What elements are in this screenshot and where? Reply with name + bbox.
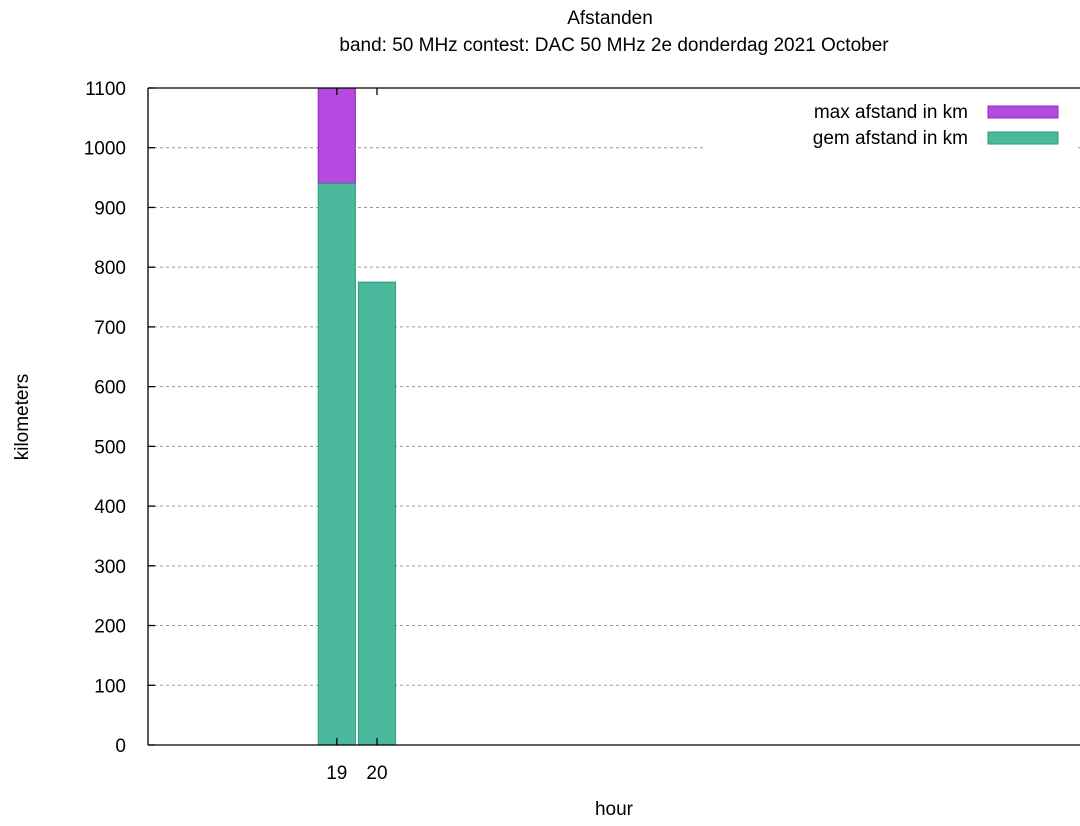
y-axis-label: kilometers: [12, 374, 33, 461]
bars: [317, 87, 397, 746]
y-tick-label-1000: 1000: [84, 139, 126, 160]
gridlines: [148, 147, 1080, 686]
chart-title: Afstanden: [567, 8, 653, 29]
legend-swatch-1: [987, 131, 1059, 145]
y-tick-label-600: 600: [94, 378, 126, 399]
y-tick-label-300: 300: [94, 557, 126, 578]
legend-swatch-0: [987, 105, 1059, 119]
y-tick-label-700: 700: [94, 318, 126, 339]
x-tick-labels: 19 20: [326, 763, 387, 784]
x-tick-label-19: 19: [326, 763, 347, 784]
y-tick-label-200: 200: [94, 617, 126, 638]
y-tick-label-900: 900: [94, 198, 126, 219]
y-tick-label-100: 100: [94, 676, 126, 697]
x-axis-label: hour: [595, 799, 634, 820]
bar-max-19: [317, 87, 356, 185]
legend: max afstand in km gem afstand in km: [705, 96, 1075, 154]
y-tick-labels: 0 100 200 300 400 500 600 700 800 900 1000 1100: [84, 79, 126, 757]
y-tick-label-400: 400: [94, 497, 126, 518]
y-tick-label-1100: 1100: [85, 79, 126, 100]
chart-subtitle: band: 50 MHz contest: DAC 50 MHz 2e dond…: [339, 35, 889, 56]
y-tick-label-800: 800: [94, 258, 126, 279]
y-tick-label-0: 0: [115, 736, 126, 757]
bar-gem-20: [357, 281, 397, 746]
legend-label-1: gem afstand in km: [813, 128, 968, 149]
x-tick-label-20: 20: [366, 763, 387, 784]
bar-gem-19: [317, 183, 356, 746]
y-tick-label-500: 500: [94, 437, 126, 458]
axes: [147, 87, 1080, 746]
legend-label-0: max afstand in km: [814, 102, 968, 123]
